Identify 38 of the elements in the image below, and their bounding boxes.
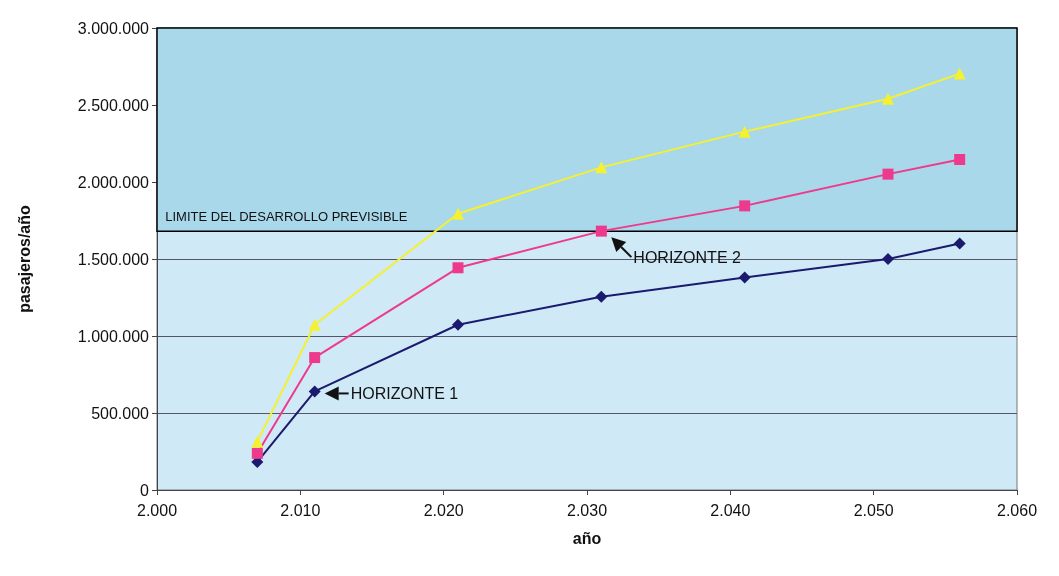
point: [452, 207, 464, 220]
y-tick-label: 2.000.000: [77, 173, 150, 191]
point: [251, 447, 263, 459]
point: [595, 161, 608, 174]
x-tick-label: 2.000: [136, 501, 178, 519]
point: [882, 168, 894, 180]
y-tick-label: 1.000.000: [77, 327, 150, 345]
x-tick-label: 2.010: [280, 501, 321, 519]
point: [595, 290, 608, 303]
point: [308, 318, 321, 331]
y-tick-label: 3.000.000: [77, 19, 150, 37]
point: [739, 200, 751, 212]
point: [738, 271, 751, 284]
point: [882, 253, 894, 265]
point: [452, 318, 464, 331]
y-tick-label: 1.500.000: [77, 250, 150, 268]
point: [452, 262, 464, 274]
x-tick-label: 2.040: [710, 501, 751, 519]
point: [308, 385, 321, 398]
point: [738, 125, 751, 138]
point: [251, 435, 264, 448]
band-label: LIMITE DEL DESARROLLO PREVISIBLE: [165, 209, 408, 225]
x-tick-label: 2.030: [566, 501, 608, 519]
point: [309, 352, 321, 364]
y-tick-label: 0: [140, 481, 150, 499]
point: [953, 237, 966, 250]
y-axis-title: pasajeros/año: [15, 204, 33, 313]
point: [954, 154, 966, 166]
point: [882, 92, 894, 105]
point: [953, 67, 966, 80]
x-axis-title: año: [572, 529, 602, 547]
x-tick-label: 2.050: [853, 501, 894, 519]
x-tick-label: 2.060: [996, 501, 1038, 519]
point: [595, 225, 607, 237]
annotation: HORIZONTE 1: [350, 384, 459, 402]
x-tick-label: 2.020: [423, 501, 464, 519]
y-tick-label: 2.500.000: [77, 96, 150, 114]
y-tick-label: 500.000: [91, 404, 150, 422]
